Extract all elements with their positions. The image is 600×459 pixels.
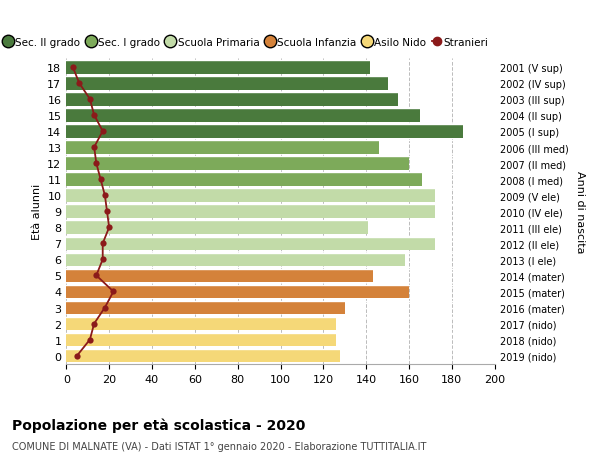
Bar xyxy=(67,173,422,186)
Y-axis label: Età alunni: Età alunni xyxy=(32,184,42,240)
Text: COMUNE DI MALNATE (VA) - Dati ISTAT 1° gennaio 2020 - Elaborazione TUTTITALIA.IT: COMUNE DI MALNATE (VA) - Dati ISTAT 1° g… xyxy=(12,441,427,451)
Bar xyxy=(67,125,463,139)
Bar xyxy=(67,77,388,90)
Bar xyxy=(67,189,435,202)
Bar xyxy=(67,349,340,363)
Legend: Sec. II grado, Sec. I grado, Scuola Primaria, Scuola Infanzia, Asilo Nido, Stran: Sec. II grado, Sec. I grado, Scuola Prim… xyxy=(0,34,493,52)
Bar xyxy=(67,61,370,74)
Bar xyxy=(67,157,409,171)
Bar xyxy=(67,253,405,267)
Y-axis label: Anni di nascita: Anni di nascita xyxy=(575,171,585,253)
Bar xyxy=(67,141,379,155)
Bar xyxy=(67,93,398,106)
Bar xyxy=(67,317,336,330)
Bar xyxy=(67,109,420,123)
Bar xyxy=(67,285,409,299)
Bar xyxy=(67,205,435,218)
Bar xyxy=(67,221,368,235)
Bar xyxy=(67,237,435,251)
Bar xyxy=(67,333,336,347)
Bar xyxy=(67,301,345,315)
Text: Popolazione per età scolastica - 2020: Popolazione per età scolastica - 2020 xyxy=(12,418,305,432)
Bar xyxy=(67,269,373,283)
